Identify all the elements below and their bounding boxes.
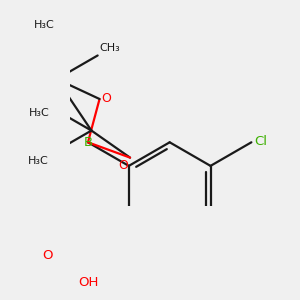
Text: CH₃: CH₃ [99,44,120,53]
Text: O: O [43,249,53,262]
Text: O: O [118,159,128,172]
Text: OH: OH [78,276,98,290]
Text: Cl: Cl [254,135,267,148]
Text: H₃C: H₃C [28,156,49,166]
Text: H₃C: H₃C [29,108,50,118]
Text: H₃C: H₃C [34,20,55,30]
Text: O: O [101,92,111,105]
Text: B: B [83,136,92,149]
